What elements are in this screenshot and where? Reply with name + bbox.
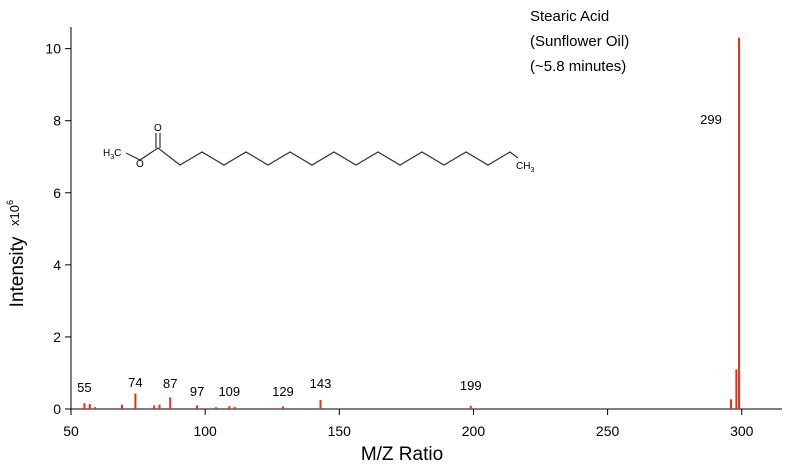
spectrum-peaks bbox=[83, 37, 741, 409]
x-tick-label: 50 bbox=[63, 423, 79, 439]
annotation-line-3: (~5.8 minutes) bbox=[530, 58, 626, 75]
y-multiplier-exponent: 6 bbox=[5, 200, 15, 205]
y-multiplier-base: x10 bbox=[7, 205, 22, 226]
x-tick-label: 300 bbox=[730, 423, 754, 439]
peak-label: 143 bbox=[310, 376, 332, 391]
peak-label: 74 bbox=[128, 375, 142, 390]
annotation-line-1: Stearic Acid bbox=[530, 8, 609, 25]
peak-label: 109 bbox=[218, 384, 240, 399]
y-tick-label: 4 bbox=[53, 257, 61, 273]
carbonyl-oxygen: O bbox=[154, 123, 162, 134]
compound-annotation: Stearic Acid (Sunflower Oil) (~5.8 minut… bbox=[530, 8, 629, 75]
peak-labels: 55 74 87 97 109 129 143 199 bbox=[77, 375, 481, 399]
y-tick-label: 10 bbox=[45, 41, 61, 57]
peak-label: 87 bbox=[163, 376, 177, 391]
y-axis-ticks: 0 2 4 6 8 10 bbox=[45, 41, 71, 417]
y-axis-multiplier: x106 bbox=[5, 200, 22, 226]
main-peak-label: 299 bbox=[700, 112, 722, 127]
methyl-left-label: H3C bbox=[103, 148, 121, 161]
x-tick-label: 100 bbox=[193, 423, 217, 439]
carbon-chain bbox=[125, 147, 519, 166]
molecule-structure: O O H3C CH3 bbox=[103, 123, 534, 174]
peak-label: 199 bbox=[460, 378, 482, 393]
x-tick-label: 250 bbox=[596, 423, 620, 439]
peak-label: 97 bbox=[190, 384, 204, 399]
y-axis-title: Intensity bbox=[7, 236, 28, 307]
y-tick-label: 0 bbox=[53, 401, 61, 417]
svg-text:x106: x106 bbox=[5, 200, 22, 226]
x-axis-ticks: 50 100 150 200 250 300 bbox=[63, 409, 754, 439]
peak-label: 129 bbox=[272, 384, 294, 399]
ester-oxygen: O bbox=[136, 159, 144, 170]
y-tick-label: 8 bbox=[53, 113, 61, 129]
y-tick-label: 2 bbox=[53, 329, 61, 345]
x-axis-title: M/Z Ratio bbox=[361, 444, 443, 465]
annotation-line-2: (Sunflower Oil) bbox=[530, 33, 629, 50]
peak-label: 55 bbox=[77, 380, 91, 395]
x-tick-label: 200 bbox=[462, 423, 486, 439]
y-tick-label: 6 bbox=[53, 185, 61, 201]
x-tick-label: 150 bbox=[328, 423, 352, 439]
methyl-right-label: CH3 bbox=[516, 161, 534, 174]
